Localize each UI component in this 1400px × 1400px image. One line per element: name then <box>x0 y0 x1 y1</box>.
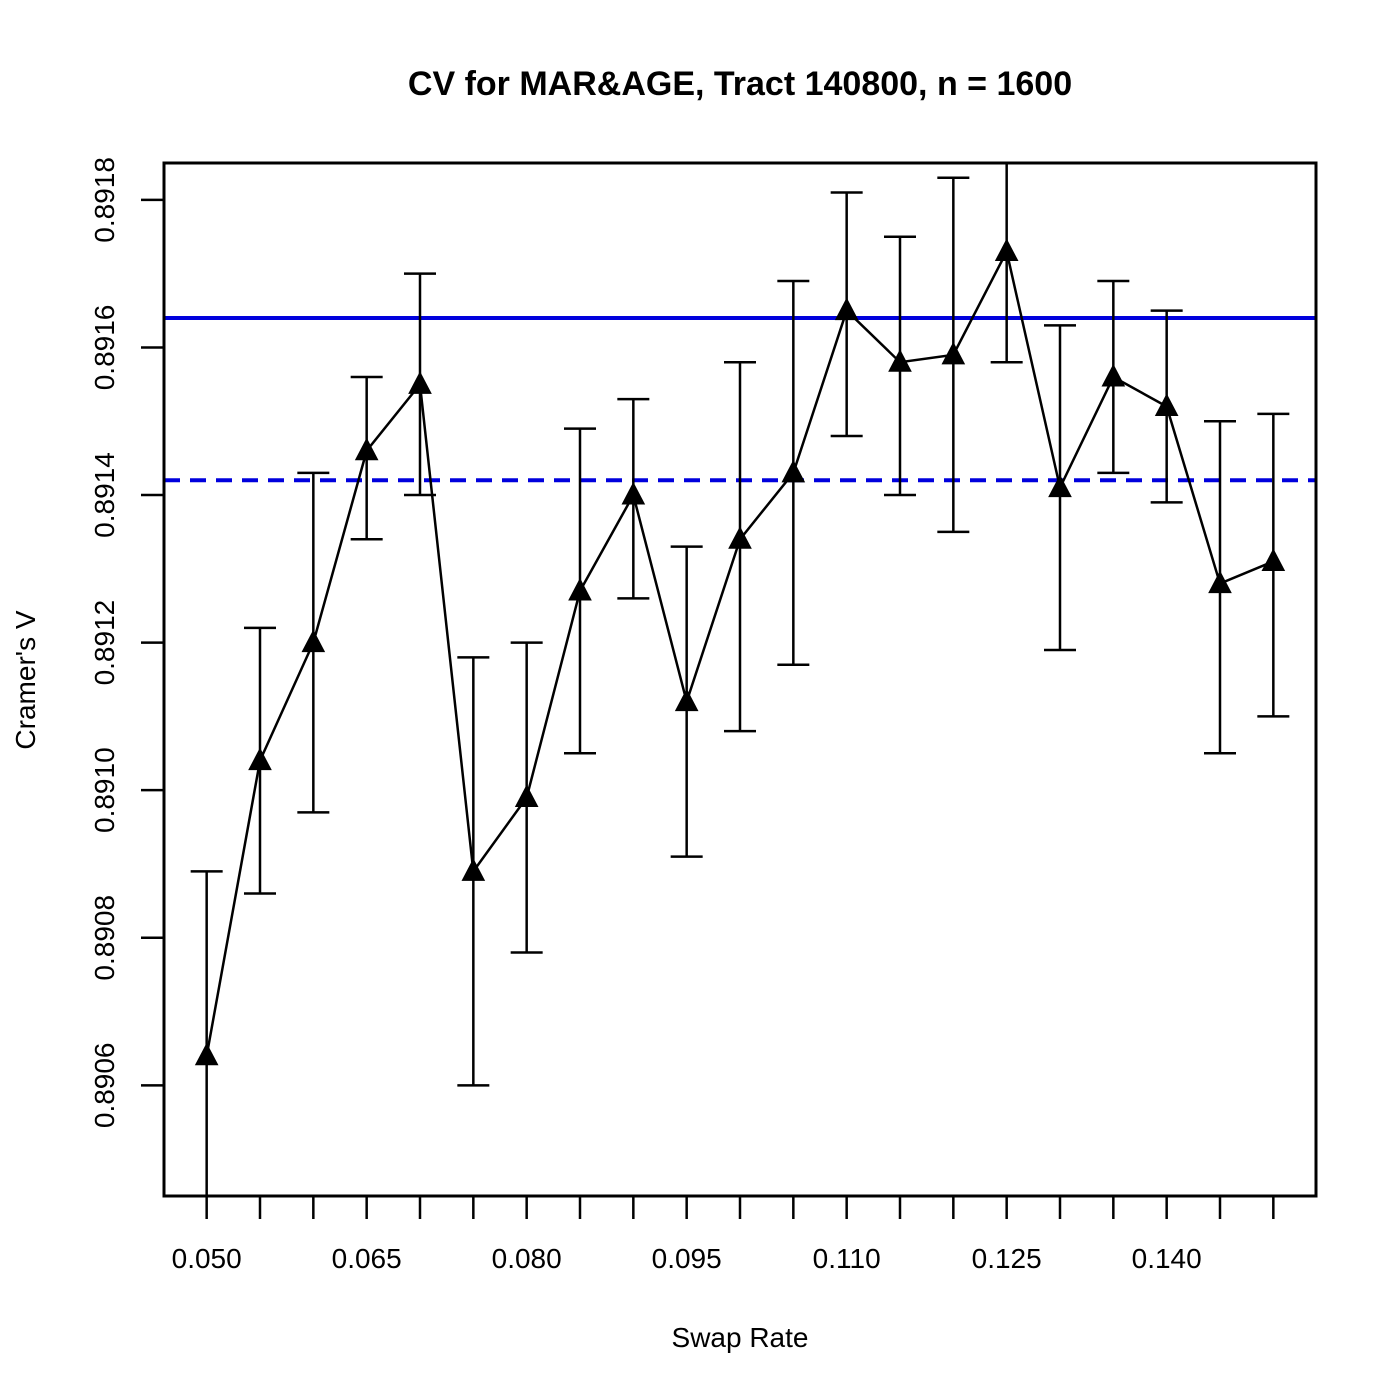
x-tick-label: 0.110 <box>813 1243 881 1274</box>
x-tick-label: 0.050 <box>172 1243 242 1274</box>
x-tick-label: 0.095 <box>652 1243 722 1274</box>
y-tick-label: 0.8908 <box>89 895 120 981</box>
x-tick-label: 0.065 <box>332 1243 402 1274</box>
y-tick-label: 0.8914 <box>89 452 120 538</box>
data-point-marker <box>621 481 646 505</box>
data-point-marker <box>1101 363 1126 387</box>
data-point-marker <box>834 297 859 321</box>
data-point-marker <box>514 784 539 808</box>
x-tick-label: 0.125 <box>972 1243 1042 1274</box>
data-point-marker <box>248 747 272 771</box>
plot-frame <box>162 161 1318 1198</box>
data-point-marker <box>888 349 912 372</box>
data-point-marker <box>674 688 699 712</box>
data-point-marker <box>1208 570 1232 594</box>
data-point-marker <box>194 1042 219 1066</box>
data-point-marker <box>941 341 966 365</box>
y-tick-label: 0.8910 <box>89 747 120 833</box>
data-point-marker <box>728 526 752 549</box>
data-point-marker <box>1261 548 1286 571</box>
y-tick-label: 0.8906 <box>89 1043 120 1129</box>
x-tick-label: 0.140 <box>1132 1243 1202 1274</box>
y-tick-label: 0.8916 <box>89 305 120 391</box>
data-point-marker <box>1048 474 1072 498</box>
plot-area: 0.050 0.065 0.080 0.095 0.110 0.125 0.140 0.890… <box>89 157 1316 1274</box>
plot-content <box>164 163 1316 1196</box>
x-axis-label: Swap Rate <box>672 1322 809 1353</box>
data-point-marker <box>408 371 432 394</box>
data-point-marker <box>781 459 806 483</box>
data-point-marker <box>1154 393 1179 416</box>
chart-title: CV for MAR&AGE, Tract 140800, n = 1600 <box>408 65 1072 103</box>
data-point-marker <box>994 238 1019 262</box>
y-tick-label: 0.8918 <box>89 157 120 243</box>
x-tick-label: 0.080 <box>492 1243 562 1274</box>
y-tick-label: 0.8912 <box>89 600 120 686</box>
data-point-marker <box>568 577 592 601</box>
data-point-marker <box>354 437 379 461</box>
data-point-marker <box>301 629 326 653</box>
data-point-marker <box>461 858 486 881</box>
y-axis-label: Cramer's V <box>10 610 41 749</box>
